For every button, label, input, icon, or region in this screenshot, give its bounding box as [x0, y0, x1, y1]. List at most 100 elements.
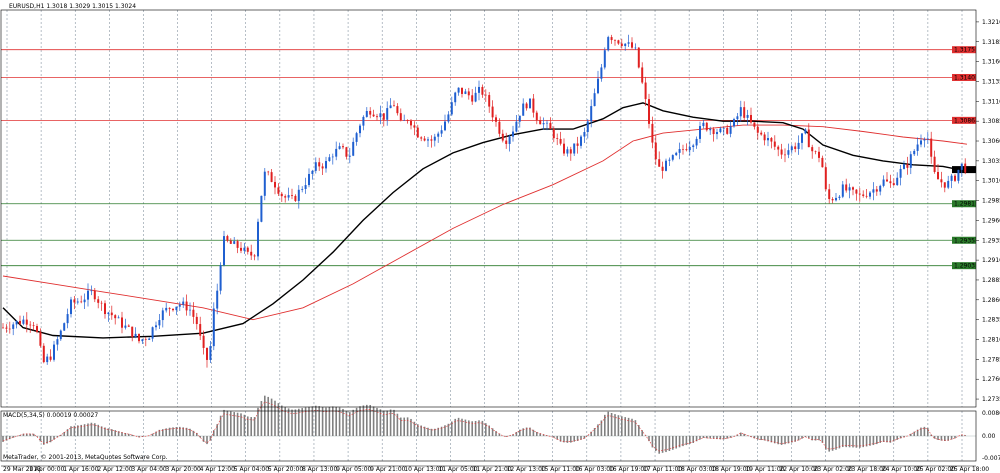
- candle-body: [624, 43, 627, 47]
- candle-body: [804, 129, 807, 134]
- candle-body: [525, 103, 528, 109]
- candle-body: [631, 42, 633, 48]
- candle-body: [654, 142, 657, 160]
- candle-body: [716, 132, 718, 135]
- candle-body: [576, 143, 579, 146]
- candle-body: [46, 356, 49, 363]
- candle-body: [736, 116, 739, 120]
- candle-body: [454, 92, 457, 103]
- candle-body: [841, 184, 844, 197]
- price-tick-label: 1.2785: [982, 356, 1000, 363]
- candle-body: [637, 47, 640, 68]
- candle-body: [376, 116, 378, 118]
- candle-body: [76, 301, 79, 303]
- candle-body: [644, 82, 647, 100]
- macd-tick-label: 0.00: [982, 433, 996, 440]
- candle-body: [114, 315, 117, 319]
- candle-body: [733, 119, 735, 127]
- candle-body: [206, 347, 208, 360]
- candle-body: [491, 106, 494, 118]
- candle-body: [943, 182, 946, 188]
- candle-body: [964, 163, 967, 173]
- candle-body: [899, 168, 902, 178]
- current-price-tag: [952, 166, 976, 174]
- candle-body: [97, 299, 100, 303]
- candle-body: [80, 301, 83, 303]
- candle-body: [216, 290, 219, 309]
- candlestick-series: [2, 34, 967, 368]
- candle-body: [246, 247, 249, 252]
- candle-body: [756, 126, 759, 133]
- candle-body: [746, 114, 749, 118]
- candle-body: [954, 175, 956, 181]
- candle-body: [610, 37, 613, 41]
- candle-body: [794, 146, 797, 149]
- level-tag: [952, 46, 976, 54]
- candle-body: [739, 107, 742, 117]
- time-tick-label: 19 Apr 11:00: [745, 466, 784, 473]
- candle-body: [814, 151, 817, 152]
- candle-body: [335, 148, 338, 157]
- candle-body: [410, 121, 412, 126]
- candle-body: [413, 125, 416, 128]
- level-tag: [952, 262, 976, 270]
- time-tick-label: 23 Apr 02:00: [814, 466, 853, 473]
- candle-body: [151, 327, 154, 339]
- candle-body: [620, 43, 623, 47]
- level-label: 1.2903: [954, 263, 975, 270]
- price-tick-label: 1.2985: [982, 198, 1000, 205]
- candle-body: [879, 185, 882, 192]
- candle-body: [141, 339, 144, 342]
- time-tick-label: 22 Apr 10:00: [779, 466, 818, 473]
- candle-body: [882, 179, 885, 186]
- candle-body: [763, 134, 766, 141]
- candle-body: [926, 138, 929, 140]
- candle-body: [107, 312, 110, 315]
- candle-body: [260, 195, 263, 222]
- candle-body: [957, 169, 960, 181]
- price-tick-label: 1.2960: [982, 217, 1000, 224]
- candle-body: [396, 106, 399, 114]
- candle-body: [318, 162, 321, 167]
- candle-body: [59, 330, 62, 340]
- candle-body: [440, 130, 443, 134]
- candle-body: [117, 317, 120, 319]
- level-label: 1.3175: [954, 47, 975, 54]
- moving-average-black: [2, 102, 968, 339]
- candle-body: [947, 180, 950, 188]
- candle-body: [182, 301, 185, 305]
- time-tick-label: 16 Apr 03:00: [575, 466, 614, 473]
- candle-body: [161, 310, 164, 321]
- time-tick-label: 23 Apr 18:00: [848, 466, 887, 473]
- candle-body: [308, 173, 310, 186]
- candle-body: [852, 187, 854, 190]
- candle-body: [280, 193, 283, 197]
- time-tick-label: 10 Apr 13:00: [404, 466, 443, 473]
- candle-body: [828, 189, 831, 200]
- candle-body: [348, 155, 351, 157]
- price-tick-label: 1.2910: [982, 257, 1000, 264]
- candle-body: [712, 128, 715, 135]
- candle-body: [202, 335, 205, 348]
- candle-body: [365, 110, 368, 117]
- candle-body: [920, 140, 922, 145]
- candle-body: [661, 166, 664, 171]
- candle-body: [284, 196, 287, 198]
- time-tick-label: 11 Apr 21:00: [473, 466, 512, 473]
- candle-body: [257, 221, 259, 257]
- candle-body: [495, 117, 497, 122]
- candle-body: [32, 325, 35, 327]
- candle-body: [831, 199, 834, 201]
- candle-body: [406, 120, 409, 122]
- candle-body: [512, 131, 514, 137]
- candle-body: [338, 146, 341, 149]
- candle-body: [148, 338, 151, 340]
- candle-body: [937, 171, 939, 180]
- macd-header: MACD(5,34,5) 0.00019 0.00027: [3, 412, 98, 419]
- candle-body: [294, 195, 297, 201]
- time-tick-label: 29 Mar 2013: [3, 466, 41, 473]
- price-tick-label: 1.3085: [982, 118, 1000, 125]
